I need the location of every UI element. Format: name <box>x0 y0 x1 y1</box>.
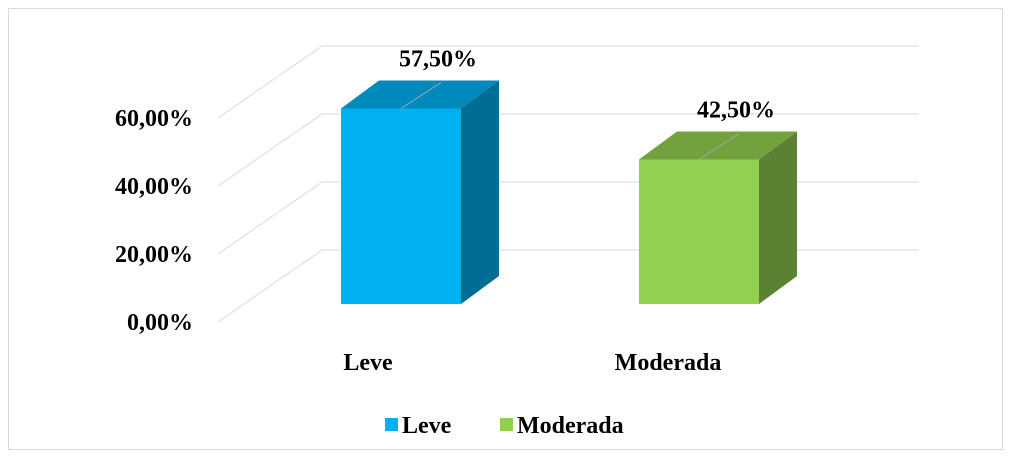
legend-label: Leve <box>402 413 452 439</box>
chart-border <box>8 8 1003 450</box>
legend-swatch <box>500 418 513 431</box>
bar-side <box>461 80 499 304</box>
y-tick-label: 40,00% <box>115 174 193 200</box>
y-tick-label: 0,00% <box>127 310 193 336</box>
grid-line <box>217 45 918 119</box>
x-tick-label: Moderada <box>615 350 722 376</box>
x-tick-label: Leve <box>343 350 393 376</box>
bar-top <box>341 80 499 109</box>
bar <box>341 108 461 304</box>
grid-line <box>217 113 918 187</box>
data-label: 42,50% <box>697 98 775 124</box>
bar-side <box>759 131 797 304</box>
leader-line <box>698 133 740 160</box>
y-tick-label: 20,00% <box>115 242 193 268</box>
legend-label: Moderada <box>517 413 624 439</box>
leader-line <box>400 82 442 109</box>
y-tick-label: 60,00% <box>115 106 193 132</box>
bar-top <box>639 131 797 160</box>
legend-swatch <box>385 418 398 431</box>
bar <box>639 159 759 304</box>
data-label: 57,50% <box>399 47 477 73</box>
